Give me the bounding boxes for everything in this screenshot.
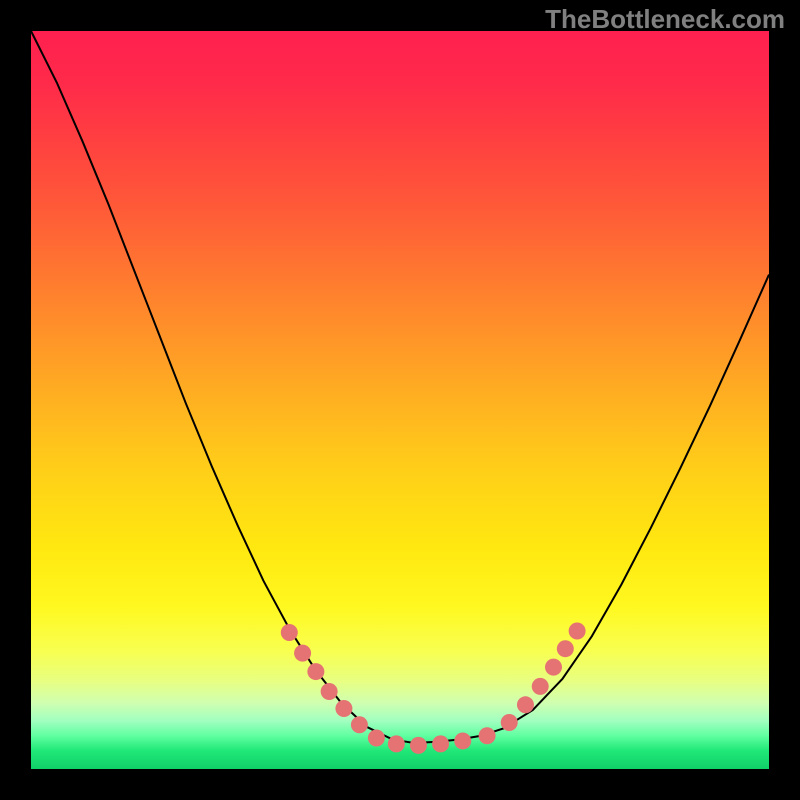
marker-point xyxy=(307,663,324,680)
marker-point xyxy=(569,622,586,639)
watermark-text: TheBottleneck.com xyxy=(545,4,785,35)
marker-point xyxy=(410,737,427,754)
marker-point xyxy=(517,696,534,713)
marker-point xyxy=(351,716,368,733)
marker-point xyxy=(557,640,574,657)
marker-point xyxy=(479,727,496,744)
marker-point xyxy=(294,645,311,662)
bottleneck-chart: TheBottleneck.com xyxy=(0,0,800,800)
marker-point xyxy=(454,732,471,749)
marker-point xyxy=(335,700,352,717)
marker-point xyxy=(532,678,549,695)
marker-point xyxy=(281,624,298,641)
marker-point xyxy=(545,659,562,676)
marker-point xyxy=(368,730,385,747)
marker-point xyxy=(501,714,518,731)
marker-point xyxy=(388,735,405,752)
marker-point xyxy=(432,735,449,752)
chart-svg xyxy=(0,0,800,800)
marker-point xyxy=(321,683,338,700)
plot-background xyxy=(31,31,769,769)
